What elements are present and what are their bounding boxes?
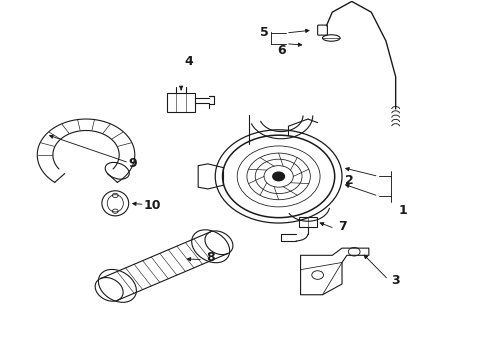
Text: 5: 5 — [259, 27, 268, 40]
Text: 10: 10 — [143, 199, 160, 212]
Text: 9: 9 — [128, 157, 136, 170]
Text: 2: 2 — [344, 174, 353, 186]
Text: 1: 1 — [398, 204, 407, 217]
Text: 6: 6 — [276, 44, 285, 57]
Text: 7: 7 — [337, 220, 346, 233]
Text: 8: 8 — [205, 251, 214, 264]
Text: 4: 4 — [183, 55, 192, 68]
Circle shape — [272, 172, 284, 181]
Text: 3: 3 — [390, 274, 399, 287]
